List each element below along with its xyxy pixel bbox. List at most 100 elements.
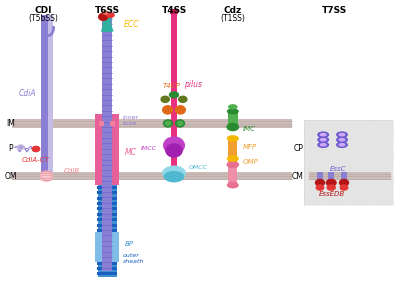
Point [290, 119, 294, 123]
Point [110, 60, 114, 64]
Bar [97, 234, 117, 237]
Text: MC: MC [125, 148, 137, 157]
Ellipse shape [336, 141, 348, 148]
Point [100, 82, 105, 85]
Point [110, 266, 114, 270]
Point [100, 206, 105, 210]
Point [100, 49, 105, 53]
Point [100, 104, 105, 107]
Point [100, 185, 105, 188]
Ellipse shape [227, 155, 239, 162]
Bar [97, 180, 117, 183]
Bar [328, 172, 334, 180]
Point [100, 179, 105, 183]
Bar [97, 126, 117, 129]
Point [100, 147, 105, 150]
Point [100, 125, 105, 129]
Text: EssC: EssC [330, 166, 346, 172]
Bar [97, 224, 117, 227]
Point [100, 250, 105, 253]
Bar [41, 15, 48, 178]
Bar [95, 232, 119, 262]
Ellipse shape [163, 119, 173, 128]
Point [110, 55, 114, 58]
Point [110, 131, 114, 134]
Point [110, 255, 114, 259]
Point [100, 174, 105, 178]
Point [110, 125, 114, 129]
Bar [97, 159, 117, 162]
Point [100, 196, 105, 199]
Point [100, 39, 105, 42]
Ellipse shape [18, 145, 24, 149]
Text: CdiA: CdiA [18, 89, 36, 98]
Point [110, 93, 114, 96]
Bar [97, 213, 117, 216]
Point [306, 175, 311, 178]
Bar [97, 153, 117, 156]
Point [100, 131, 105, 134]
Text: BP: BP [125, 241, 134, 247]
Point [290, 122, 294, 126]
Point [100, 98, 105, 102]
Text: MFP: MFP [243, 144, 258, 150]
Bar [97, 267, 117, 270]
Point [100, 234, 105, 237]
Ellipse shape [226, 123, 239, 131]
Point [110, 22, 114, 26]
Point [100, 109, 105, 113]
Point [100, 239, 105, 243]
Point [110, 49, 114, 53]
Point [110, 136, 114, 140]
Text: T4CP: T4CP [163, 83, 181, 89]
Text: IMC: IMC [242, 126, 256, 132]
Point [100, 201, 105, 205]
Point [110, 228, 114, 232]
Point [110, 141, 114, 145]
Point [110, 109, 114, 113]
Text: CdiB: CdiB [64, 168, 80, 174]
Ellipse shape [320, 138, 327, 141]
Ellipse shape [17, 144, 25, 150]
Text: inner
tube: inner tube [122, 115, 139, 126]
Point [290, 175, 294, 178]
Bar [97, 207, 117, 210]
Ellipse shape [340, 184, 348, 191]
Point [100, 136, 105, 140]
Point [388, 177, 393, 181]
Text: (T1SS): (T1SS) [220, 14, 245, 23]
Point [100, 71, 105, 75]
Ellipse shape [338, 143, 346, 147]
Ellipse shape [162, 166, 186, 181]
Bar [97, 148, 117, 151]
Bar [317, 172, 323, 180]
Bar [97, 164, 117, 167]
Bar [97, 251, 117, 254]
Bar [95, 114, 119, 185]
Bar [97, 240, 117, 243]
Bar [98, 123, 117, 277]
Text: T7SS: T7SS [321, 6, 347, 15]
Ellipse shape [98, 13, 108, 21]
Point [100, 87, 105, 91]
Ellipse shape [164, 171, 184, 182]
Text: CM: CM [291, 172, 303, 181]
Point [100, 141, 105, 145]
Ellipse shape [317, 141, 329, 148]
Point [110, 250, 114, 253]
Point [110, 114, 114, 118]
Point [110, 234, 114, 237]
Text: CP: CP [293, 144, 303, 154]
Bar [97, 142, 117, 145]
Point [110, 196, 114, 199]
Point [10, 172, 14, 175]
Point [110, 76, 114, 80]
Point [100, 60, 105, 64]
Point [306, 177, 311, 181]
Point [388, 175, 393, 178]
Point [110, 71, 114, 75]
Ellipse shape [169, 91, 179, 98]
Point [110, 33, 114, 37]
Bar [97, 175, 117, 178]
Point [110, 82, 114, 85]
